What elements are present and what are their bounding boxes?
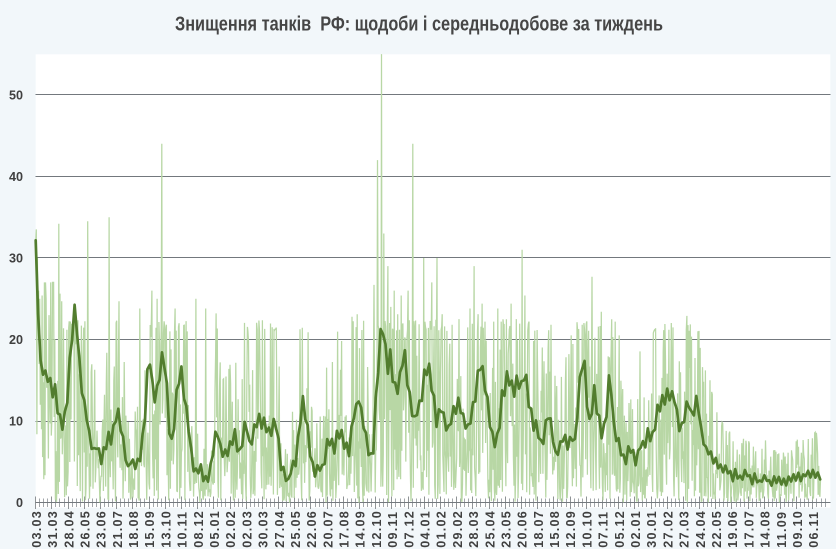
svg-text:03.03: 03.03 [30, 510, 44, 548]
svg-text:31.03: 31.03 [46, 510, 60, 548]
svg-text:09.11: 09.11 [386, 511, 400, 548]
svg-text:22.05: 22.05 [710, 510, 724, 548]
svg-text:30: 30 [9, 251, 23, 265]
svg-text:Знищення танків РФ: щодоби і: Знищення танків РФ: щодоби і середньодоб… [175, 14, 663, 36]
svg-text:01.02: 01.02 [435, 510, 449, 548]
svg-text:27.02: 27.02 [661, 510, 675, 548]
svg-text:05.01: 05.01 [208, 510, 222, 548]
svg-text:22.06: 22.06 [305, 510, 319, 548]
svg-text:12.10: 12.10 [370, 510, 384, 548]
svg-text:40: 40 [9, 170, 23, 184]
svg-text:28.03: 28.03 [467, 510, 481, 548]
svg-text:20: 20 [9, 333, 23, 347]
svg-text:10.10: 10.10 [580, 510, 594, 548]
svg-text:08.12: 08.12 [192, 510, 206, 548]
svg-text:30.03: 30.03 [257, 510, 271, 548]
svg-text:02.02: 02.02 [224, 510, 238, 548]
svg-text:11.09: 11.09 [775, 511, 789, 548]
svg-text:02.03: 02.03 [240, 510, 254, 548]
svg-text:15.08: 15.08 [548, 510, 562, 548]
svg-text:04.01: 04.01 [419, 510, 433, 548]
svg-text:07.11: 07.11 [597, 511, 611, 548]
svg-text:20.07: 20.07 [321, 510, 335, 548]
svg-text:20.06: 20.06 [516, 510, 530, 548]
svg-text:29.02: 29.02 [451, 510, 465, 548]
svg-text:24.04: 24.04 [694, 510, 708, 548]
svg-text:18.08: 18.08 [127, 510, 141, 548]
svg-text:12.09: 12.09 [564, 510, 578, 548]
svg-text:25.05: 25.05 [289, 510, 303, 548]
svg-text:17.07: 17.07 [742, 510, 756, 548]
svg-text:0: 0 [16, 496, 23, 510]
svg-text:10.11: 10.11 [176, 511, 190, 548]
svg-text:15.09: 15.09 [143, 510, 157, 548]
svg-text:02.01: 02.01 [629, 510, 643, 548]
svg-text:05.12: 05.12 [613, 510, 627, 548]
svg-text:13.10: 13.10 [159, 510, 173, 548]
svg-text:28.04: 28.04 [62, 510, 76, 548]
svg-text:10: 10 [9, 415, 23, 429]
svg-text:06.11: 06.11 [807, 511, 821, 548]
svg-text:25.04: 25.04 [483, 510, 497, 548]
svg-text:27.04: 27.04 [273, 510, 287, 548]
svg-text:14.08: 14.08 [759, 510, 773, 548]
svg-text:50: 50 [9, 88, 23, 102]
svg-text:14.09: 14.09 [354, 510, 368, 548]
svg-text:27.03: 27.03 [678, 510, 692, 548]
svg-text:19.06: 19.06 [726, 510, 740, 548]
svg-text:09.10: 09.10 [791, 510, 805, 548]
svg-text:23.05: 23.05 [500, 510, 514, 548]
svg-text:30.01: 30.01 [645, 510, 659, 548]
svg-text:18.07: 18.07 [532, 510, 546, 548]
svg-text:21.07: 21.07 [111, 510, 125, 548]
svg-text:17.08: 17.08 [338, 510, 352, 548]
svg-text:26.05: 26.05 [79, 510, 93, 548]
svg-text:07.12: 07.12 [402, 510, 416, 548]
svg-text:23.06: 23.06 [95, 510, 109, 548]
